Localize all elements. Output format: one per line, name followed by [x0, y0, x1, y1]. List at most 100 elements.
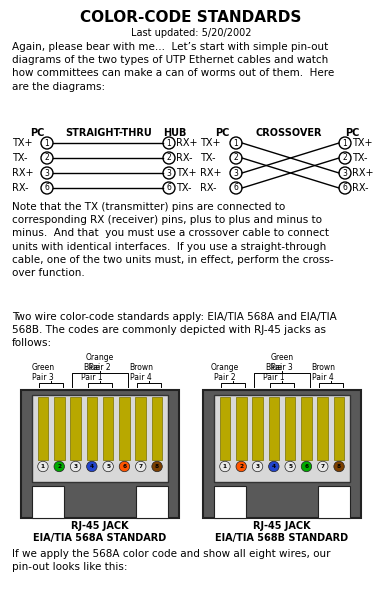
- Text: RX+: RX+: [200, 168, 222, 178]
- Bar: [103, 397, 113, 461]
- Bar: [38, 397, 48, 461]
- Text: 6: 6: [45, 184, 49, 193]
- Bar: [269, 397, 279, 461]
- Circle shape: [269, 461, 279, 472]
- Text: If we apply the 568A color code and show all eight wires, our
pin-out looks like: If we apply the 568A color code and show…: [12, 549, 330, 572]
- Text: Green
Pair 3: Green Pair 3: [270, 353, 293, 372]
- Text: 2: 2: [234, 154, 238, 163]
- Text: Two wire color-code standards apply: EIA/TIA 568A and EIA/TIA
568B. The codes ar: Two wire color-code standards apply: EIA…: [12, 312, 337, 349]
- Text: RJ-45 JACK
EIA/TIA 568B STANDARD: RJ-45 JACK EIA/TIA 568B STANDARD: [215, 521, 348, 542]
- Text: Note that the TX (transmitter) pins are connected to
corresponding RX (receiver): Note that the TX (transmitter) pins are …: [12, 202, 333, 278]
- Text: RX-: RX-: [352, 183, 369, 193]
- Text: Again, please bear with me...  Let’s start with simple pin-out
diagrams of the t: Again, please bear with me... Let’s star…: [12, 42, 334, 92]
- Text: CROSSOVER: CROSSOVER: [255, 128, 322, 138]
- Text: COLOR-CODE STANDARDS: COLOR-CODE STANDARDS: [80, 10, 302, 25]
- Text: Blue
Pair 1: Blue Pair 1: [263, 363, 285, 382]
- Bar: [318, 486, 350, 518]
- Circle shape: [70, 461, 81, 472]
- Text: 6: 6: [343, 184, 348, 193]
- Text: 1: 1: [41, 464, 45, 469]
- Bar: [32, 486, 64, 518]
- Text: Orange
Pair 2: Orange Pair 2: [86, 353, 114, 372]
- Text: 1: 1: [223, 464, 227, 469]
- Text: TX+: TX+: [352, 138, 372, 148]
- Text: TX-: TX-: [176, 183, 191, 193]
- Text: RX-: RX-: [200, 183, 217, 193]
- Bar: [32, 395, 168, 482]
- Text: 3: 3: [45, 168, 49, 177]
- Text: PC: PC: [215, 128, 229, 138]
- Text: STRAIGHT-THRU: STRAIGHT-THRU: [65, 128, 152, 138]
- Bar: [301, 397, 312, 461]
- Text: Brown
Pair 4: Brown Pair 4: [129, 363, 153, 382]
- Text: Brown
Pair 4: Brown Pair 4: [311, 363, 335, 382]
- Text: 2: 2: [57, 464, 61, 469]
- Circle shape: [220, 461, 230, 472]
- Text: 2: 2: [45, 154, 49, 163]
- Text: 6: 6: [304, 464, 309, 469]
- Text: 5: 5: [106, 464, 110, 469]
- Text: 6: 6: [122, 464, 126, 469]
- Text: 4: 4: [90, 464, 94, 469]
- Circle shape: [317, 461, 328, 472]
- Text: 1: 1: [343, 138, 347, 147]
- Bar: [317, 397, 328, 461]
- Bar: [119, 397, 130, 461]
- Circle shape: [334, 461, 344, 472]
- Bar: [87, 397, 97, 461]
- Text: 5: 5: [288, 464, 292, 469]
- Circle shape: [38, 461, 48, 472]
- Bar: [152, 397, 162, 461]
- Text: 3: 3: [73, 464, 78, 469]
- Circle shape: [103, 461, 113, 472]
- Text: TX-: TX-: [352, 153, 367, 163]
- Text: 1: 1: [167, 138, 172, 147]
- Text: Blue
Pair 1: Blue Pair 1: [81, 363, 103, 382]
- Text: 6: 6: [233, 184, 238, 193]
- Circle shape: [119, 461, 129, 472]
- Bar: [236, 397, 246, 461]
- Circle shape: [152, 461, 162, 472]
- Bar: [252, 397, 263, 461]
- Text: Green
Pair 3: Green Pair 3: [31, 363, 55, 382]
- Bar: [21, 390, 179, 518]
- Circle shape: [87, 461, 97, 472]
- Text: RX-: RX-: [176, 153, 193, 163]
- Text: TX+: TX+: [176, 168, 196, 178]
- Circle shape: [301, 461, 312, 472]
- Text: TX+: TX+: [12, 138, 32, 148]
- Bar: [70, 397, 81, 461]
- Bar: [334, 397, 344, 461]
- Text: Orange
Pair 2: Orange Pair 2: [211, 363, 239, 382]
- Text: PC: PC: [30, 128, 44, 138]
- Bar: [54, 397, 65, 461]
- Text: 1: 1: [45, 138, 49, 147]
- Text: TX+: TX+: [200, 138, 220, 148]
- Text: 3: 3: [343, 168, 348, 177]
- Text: TX-: TX-: [12, 153, 28, 163]
- Bar: [203, 390, 361, 518]
- Text: RX+: RX+: [176, 138, 197, 148]
- Text: 1: 1: [234, 138, 238, 147]
- Circle shape: [54, 461, 65, 472]
- Text: 8: 8: [337, 464, 341, 469]
- Bar: [220, 397, 230, 461]
- Text: TX-: TX-: [200, 153, 215, 163]
- Text: Last updated: 5/20/2002: Last updated: 5/20/2002: [131, 28, 251, 38]
- Text: 3: 3: [256, 464, 260, 469]
- Circle shape: [285, 461, 295, 472]
- Bar: [136, 397, 146, 461]
- Circle shape: [236, 461, 246, 472]
- Text: PC: PC: [345, 128, 359, 138]
- Text: 3: 3: [233, 168, 238, 177]
- Bar: [214, 395, 350, 482]
- Circle shape: [253, 461, 263, 472]
- Text: 3: 3: [167, 168, 172, 177]
- Text: 2: 2: [239, 464, 243, 469]
- Circle shape: [136, 461, 146, 472]
- Text: RJ-45 JACK
EIA/TIA 568A STANDARD: RJ-45 JACK EIA/TIA 568A STANDARD: [33, 521, 167, 542]
- Text: RX+: RX+: [352, 168, 374, 178]
- Text: HUB: HUB: [163, 128, 186, 138]
- Bar: [136, 486, 168, 518]
- Text: 4: 4: [272, 464, 276, 469]
